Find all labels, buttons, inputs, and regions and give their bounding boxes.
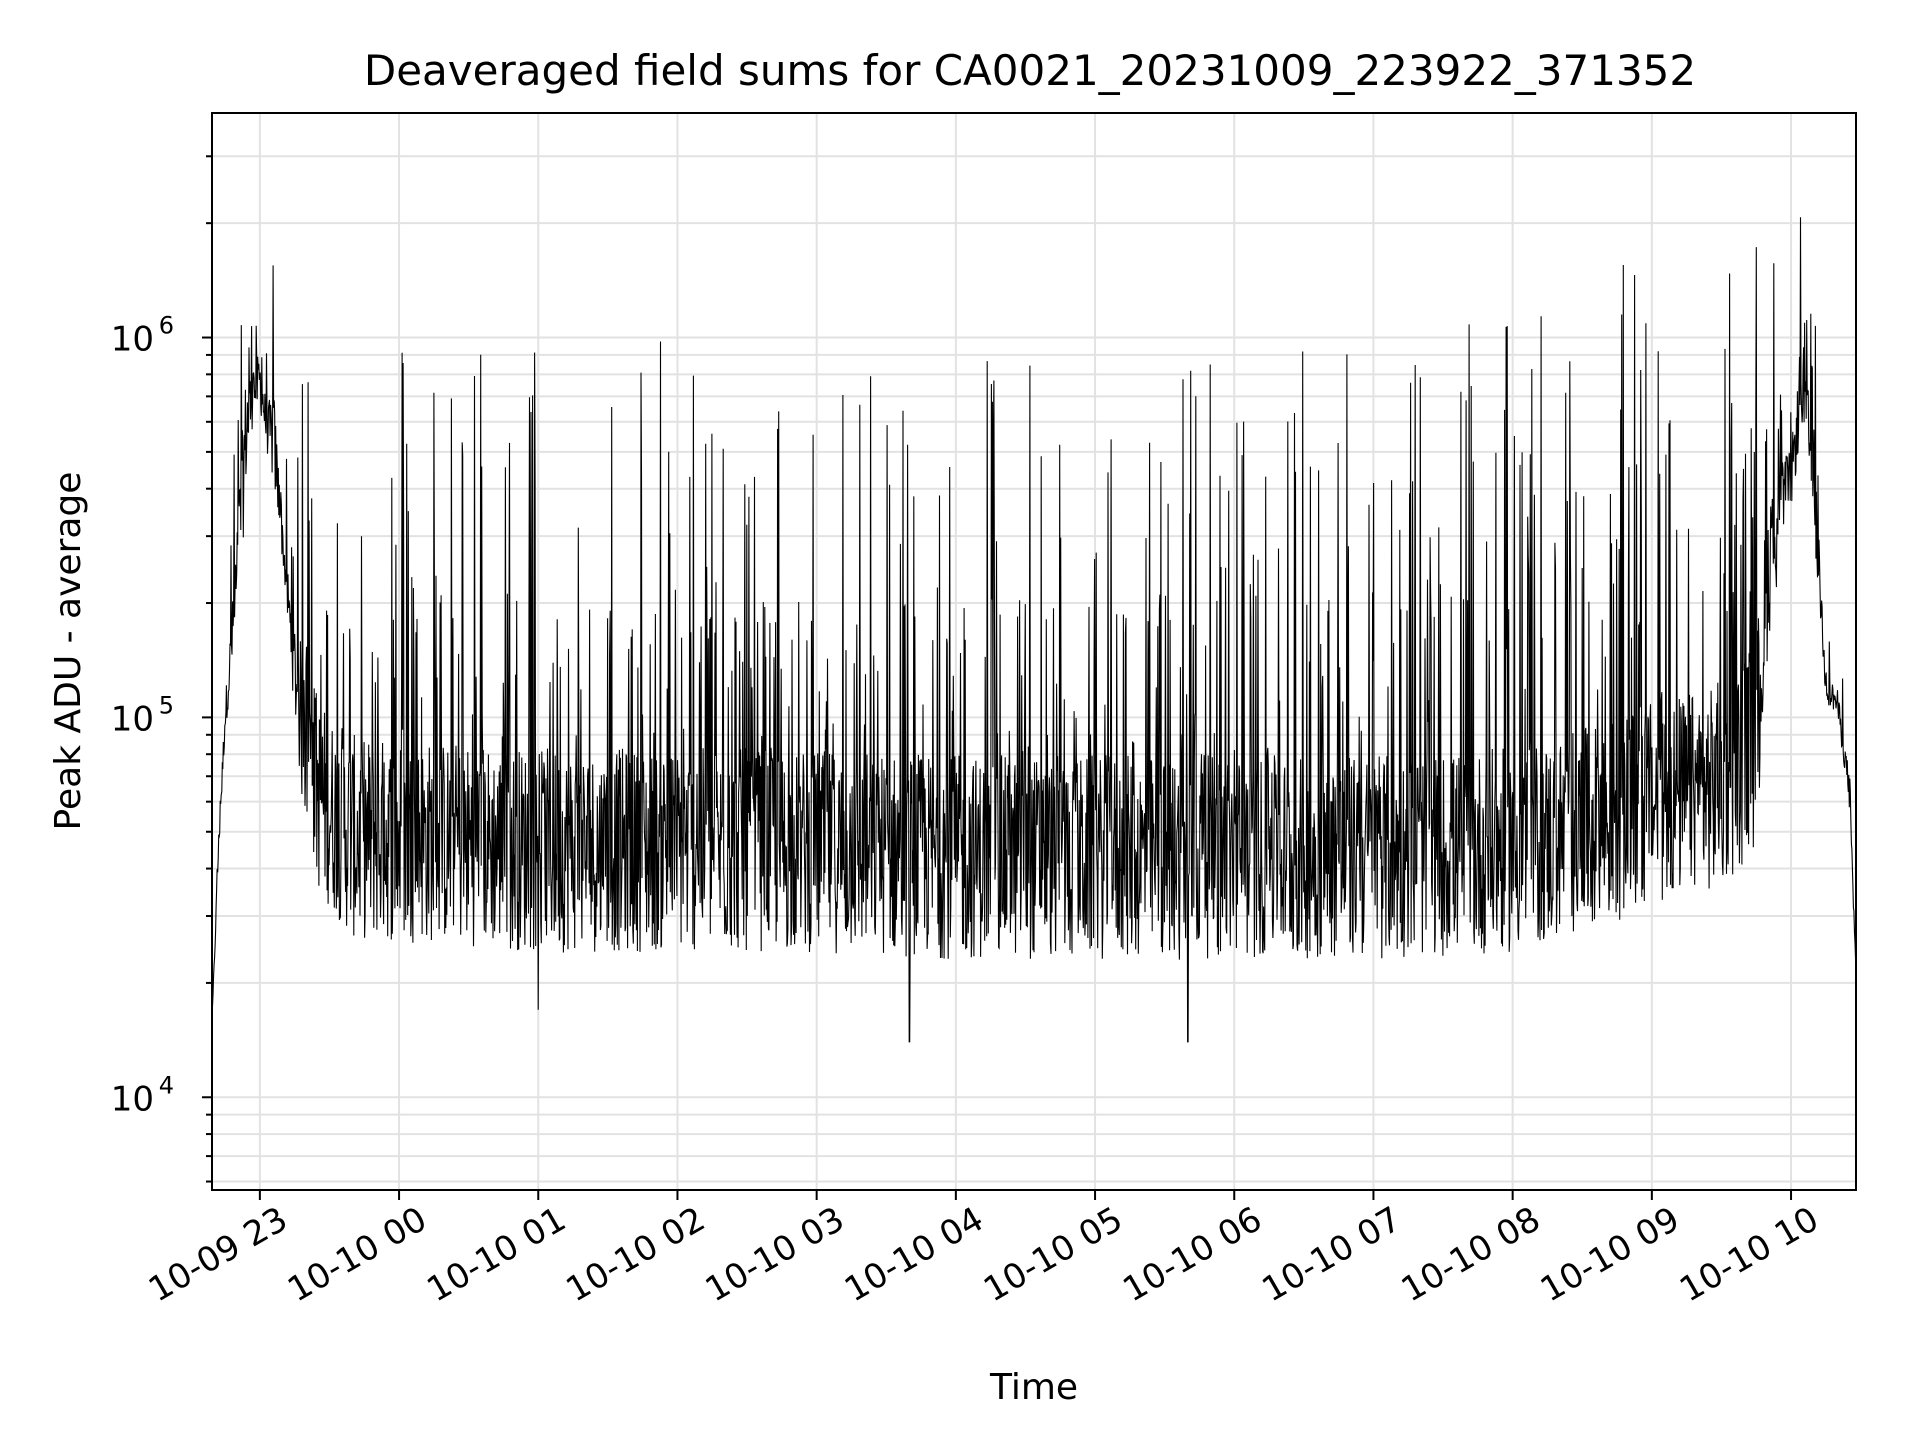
y-tick-base: 10 <box>111 699 154 739</box>
y-tick-exponent: 4 <box>159 1071 174 1099</box>
y-tick-label: 10 <box>111 699 154 739</box>
y-tick-base: 10 <box>111 320 154 360</box>
x-axis-label: Time <box>989 1367 1078 1408</box>
y-tick-label: 10 <box>111 320 154 360</box>
y-tick-label: 10 <box>111 1079 154 1119</box>
y-tick-exponent: 5 <box>159 691 174 719</box>
plot-frame <box>211 112 1857 1191</box>
y-axis-label: Peak ADU - average <box>48 472 89 831</box>
chart-title: Deaveraged field sums for CA0021_2023100… <box>364 46 1696 95</box>
y-tick-exponent: 6 <box>159 312 174 340</box>
y-tick-base: 10 <box>111 1079 154 1119</box>
series-line <box>211 217 1857 1043</box>
plot-series <box>211 217 1857 1043</box>
